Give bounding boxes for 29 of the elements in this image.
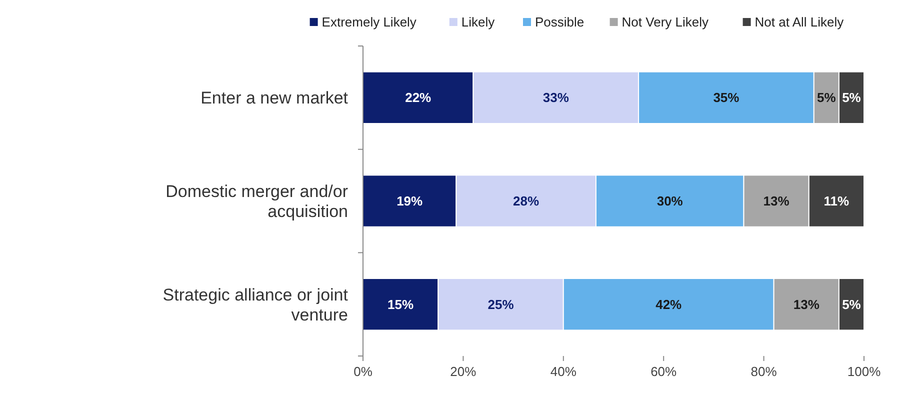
x-tick-label: 40% bbox=[550, 364, 577, 379]
legend-label: Not Very Likely bbox=[622, 14, 710, 30]
data-label: 25% bbox=[488, 296, 514, 312]
data-label: 28% bbox=[513, 194, 540, 209]
data-label: 13% bbox=[793, 296, 820, 312]
data-label: 22% bbox=[405, 90, 432, 106]
x-tick-label: 20% bbox=[450, 364, 477, 379]
y-tick-label: Domestic merger and/or acquisition bbox=[166, 182, 348, 221]
legend-label: Not at All Likely bbox=[754, 14, 844, 30]
x-tick-label: 100% bbox=[847, 364, 882, 379]
data-label: 35% bbox=[713, 90, 740, 106]
legend-label: Likely bbox=[461, 14, 496, 30]
data-label: 33% bbox=[542, 90, 570, 106]
data-label: 11% bbox=[824, 194, 850, 209]
legend-label: Extremely Likely bbox=[322, 14, 417, 30]
data-label: 15% bbox=[388, 296, 414, 312]
x-tick-label: 80% bbox=[750, 364, 778, 379]
data-label: 42% bbox=[656, 296, 682, 312]
y-tick-label: Strategic alliance or joint venture bbox=[162, 285, 348, 324]
data-label: 5% bbox=[842, 90, 862, 106]
data-label: 5% bbox=[817, 90, 836, 106]
data-label: 30% bbox=[656, 194, 684, 209]
data-label: 5% bbox=[842, 296, 862, 312]
x-tick-label: 0% bbox=[354, 364, 373, 379]
data-label: 19% bbox=[396, 194, 424, 209]
y-tick-label: Enter a new market bbox=[200, 88, 348, 108]
legend-label: Possible bbox=[535, 14, 584, 30]
data-label: 13% bbox=[763, 194, 790, 209]
x-tick-label: 60% bbox=[650, 364, 678, 379]
